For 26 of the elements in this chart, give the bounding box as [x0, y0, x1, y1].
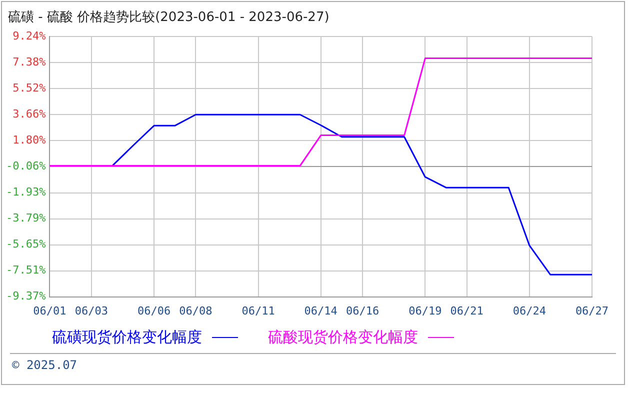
y-tick-label: 5.52%	[12, 81, 46, 94]
x-tick-label: 06/14	[304, 304, 338, 318]
y-tick-label: 1.80%	[12, 133, 46, 146]
y-tick-label: 7.38%	[12, 55, 46, 68]
y-tick-label: 9.24%	[12, 29, 46, 42]
x-tick-label: 06/16	[346, 304, 380, 318]
y-tick-label: -9.37%	[6, 290, 46, 303]
legend-label: 硫磺现货价格变化幅度	[52, 328, 202, 347]
x-tick-label: 06/27	[575, 304, 609, 318]
y-tick-label: -0.06%	[6, 159, 46, 172]
text: © 2025.07	[12, 358, 78, 372]
y-tick-label: 3.66%	[12, 107, 46, 120]
y-tick-label: -1.93%	[6, 186, 46, 199]
y-tick-label: -5.65%	[6, 238, 46, 251]
y-tick-label: -3.79%	[6, 212, 46, 225]
x-tick-label: 06/11	[242, 304, 275, 318]
y-tick-label: -7.51%	[6, 264, 46, 277]
x-tick-label: 06/01	[33, 304, 66, 318]
x-tick-label: 06/19	[408, 304, 442, 318]
x-tick-label: 06/24	[512, 304, 546, 318]
legend-label: 硫酸现货价格变化幅度	[268, 328, 418, 347]
x-tick-label: 06/08	[179, 304, 212, 318]
x-tick-label: 06/06	[137, 304, 171, 318]
x-tick-label: 06/03	[74, 304, 108, 318]
chart-title: 硫磺 - 硫酸 价格趋势比较(2023-06-01 - 2023-06-27)	[7, 9, 330, 26]
x-tick-label: 06/21	[450, 304, 484, 318]
